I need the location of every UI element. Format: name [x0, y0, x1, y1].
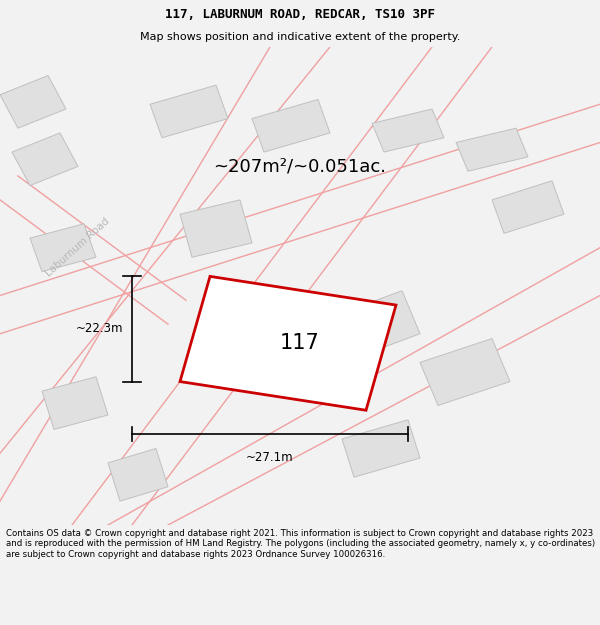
Polygon shape — [12, 133, 78, 186]
Polygon shape — [456, 128, 528, 171]
Polygon shape — [30, 224, 96, 272]
Text: ~27.1m: ~27.1m — [246, 451, 294, 464]
Polygon shape — [252, 99, 330, 152]
Polygon shape — [372, 109, 444, 152]
Polygon shape — [108, 449, 168, 501]
Text: ~207m²/~0.051ac.: ~207m²/~0.051ac. — [214, 158, 386, 176]
Text: 117, LABURNUM ROAD, REDCAR, TS10 3PF: 117, LABURNUM ROAD, REDCAR, TS10 3PF — [165, 8, 435, 21]
Text: ~22.3m: ~22.3m — [76, 322, 123, 336]
Text: 117: 117 — [280, 333, 320, 353]
Polygon shape — [180, 276, 396, 410]
Polygon shape — [0, 76, 66, 128]
Polygon shape — [180, 200, 252, 258]
Polygon shape — [150, 85, 228, 138]
Polygon shape — [420, 339, 510, 406]
Text: Map shows position and indicative extent of the property.: Map shows position and indicative extent… — [140, 31, 460, 41]
Text: Laburnum Road: Laburnum Road — [44, 216, 112, 279]
Text: Contains OS data © Crown copyright and database right 2021. This information is : Contains OS data © Crown copyright and d… — [6, 529, 595, 559]
Polygon shape — [312, 291, 420, 367]
Polygon shape — [492, 181, 564, 233]
Polygon shape — [342, 420, 420, 478]
Polygon shape — [42, 377, 108, 429]
